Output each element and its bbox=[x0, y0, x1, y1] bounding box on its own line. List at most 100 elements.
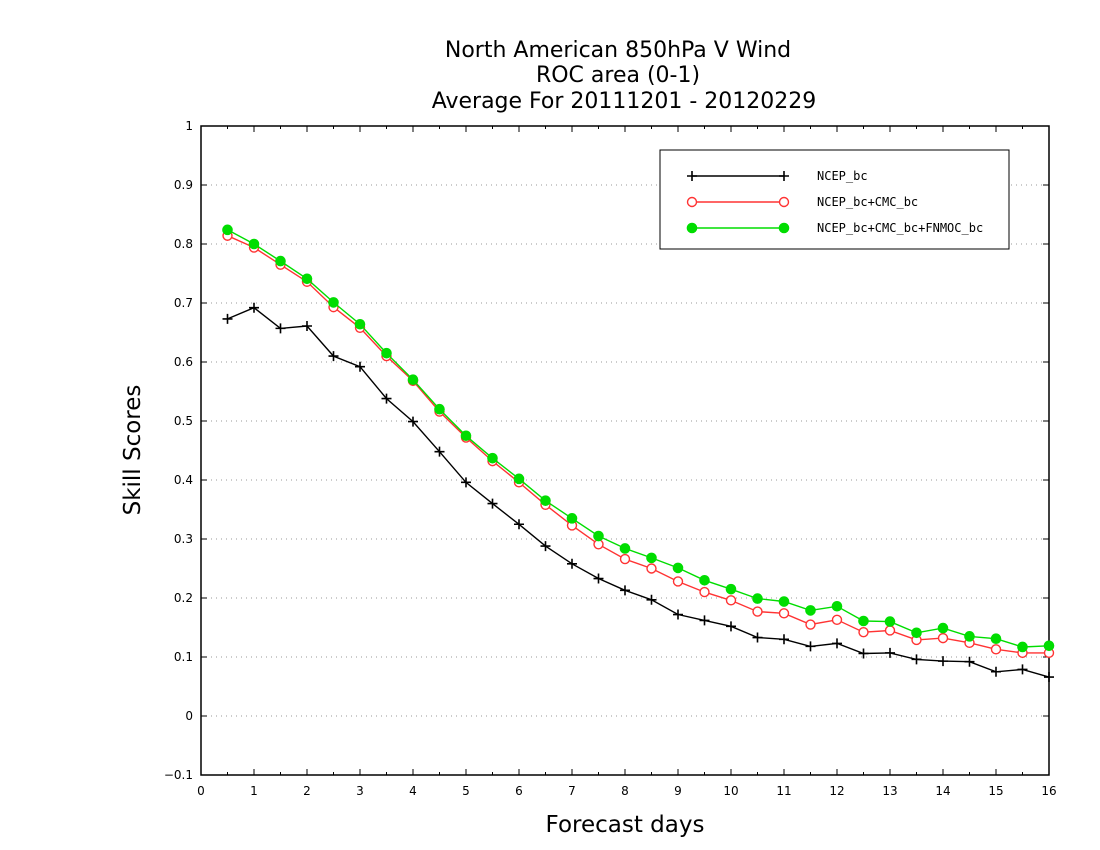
series-1-point bbox=[673, 609, 683, 620]
series-2-point bbox=[752, 606, 763, 617]
series-1-point bbox=[514, 519, 524, 530]
series-3-point bbox=[434, 403, 445, 415]
y-axis-tick-labels: −0.1 0 0.1 0.2 0.3 0.4 0.5 0.6 0.7 0.8 0.9 1 bbox=[164, 119, 193, 782]
series-1-point bbox=[1017, 664, 1028, 675]
legend-box bbox=[659, 149, 1010, 250]
series-2-line bbox=[227, 235, 1049, 654]
legend-marker-3 bbox=[686, 222, 698, 234]
x-tick-label: 6 bbox=[515, 784, 523, 798]
series-1-point bbox=[408, 416, 418, 427]
series-lines bbox=[222, 224, 1055, 683]
chart-title-line-2: ROC area (0-1) bbox=[536, 63, 700, 88]
series-1-point bbox=[779, 634, 789, 645]
y-tick-label: 1 bbox=[185, 119, 193, 133]
legend-marker-2 bbox=[686, 196, 698, 208]
series-2-point bbox=[858, 627, 869, 638]
x-tick-label: 2 bbox=[303, 784, 311, 798]
series-1-point bbox=[275, 323, 286, 334]
series-3-point bbox=[1017, 641, 1028, 653]
x-tick-label: 4 bbox=[409, 784, 417, 798]
x-tick-label: 3 bbox=[356, 784, 364, 798]
legend-marker-3 bbox=[778, 222, 790, 234]
series-3-point bbox=[487, 452, 498, 464]
y-axis-label: Skill Scores bbox=[120, 385, 146, 516]
x-tick-label: 5 bbox=[462, 784, 470, 798]
series-3-point bbox=[566, 513, 578, 524]
series-3-point bbox=[1043, 640, 1055, 652]
series-1-point bbox=[328, 351, 339, 362]
chart-title-line-1: North American 850hPa V Wind bbox=[445, 38, 791, 63]
series-1-point bbox=[381, 393, 392, 404]
legend: NCEP_bc NCEP_bc+CMC_bc NCEP_bc+CMC_bc+FNMO… bbox=[659, 149, 1010, 250]
x-tick-label: 0 bbox=[197, 784, 205, 798]
series-2 bbox=[222, 230, 1055, 659]
series-1-point bbox=[646, 594, 657, 605]
gridlines bbox=[201, 184, 1049, 717]
series-3-point bbox=[248, 238, 260, 250]
series-1-point bbox=[938, 656, 948, 667]
series-3-point bbox=[672, 562, 684, 574]
y-tick-label: 0.8 bbox=[174, 237, 193, 251]
x-tick-label: 15 bbox=[988, 784, 1003, 798]
series-3-point bbox=[354, 318, 366, 330]
series-3-point bbox=[990, 633, 1002, 645]
series-1-point bbox=[832, 638, 842, 649]
series-2-point bbox=[990, 644, 1002, 655]
y-tick-label: 0.4 bbox=[174, 473, 193, 487]
series-3-point bbox=[752, 593, 763, 604]
legend-label-3: NCEP_bc+CMC_bc+FNMOC_bc bbox=[817, 221, 983, 235]
series-3-point bbox=[301, 273, 313, 285]
series-3-point bbox=[407, 374, 419, 386]
series-1 bbox=[222, 302, 1054, 683]
series-2-point bbox=[646, 563, 657, 574]
x-tick-label: 1 bbox=[250, 784, 258, 798]
x-tick-label: 9 bbox=[674, 784, 682, 798]
series-3-point bbox=[381, 347, 392, 359]
series-1-point bbox=[964, 656, 975, 667]
series-1-point bbox=[355, 361, 365, 372]
y-tick-label: 0.3 bbox=[174, 532, 193, 546]
series-1-point bbox=[249, 302, 259, 313]
legend-marker-2 bbox=[778, 196, 790, 208]
series-1-point bbox=[858, 648, 869, 659]
chart-title: North American 850hPa V Wind ROC area (0… bbox=[432, 38, 817, 114]
series-1-line bbox=[227, 306, 1050, 678]
legend-marker-1 bbox=[779, 171, 789, 181]
series-1-point bbox=[726, 621, 736, 632]
y-tick-label: 0.2 bbox=[174, 591, 193, 605]
series-3-point bbox=[964, 631, 975, 642]
series-1-point bbox=[567, 558, 577, 569]
legend-marker-1 bbox=[687, 171, 697, 181]
series-2-point bbox=[884, 625, 896, 636]
series-1-point bbox=[805, 641, 816, 652]
series-3-point bbox=[911, 627, 922, 639]
y-tick-label: 0.7 bbox=[174, 296, 193, 310]
x-tick-label: 16 bbox=[1041, 784, 1056, 798]
x-tick-label: 7 bbox=[568, 784, 576, 798]
series-3-point bbox=[646, 552, 657, 564]
series-3-point bbox=[513, 473, 525, 485]
series-1-point bbox=[885, 647, 895, 658]
series-3-point bbox=[619, 543, 631, 554]
series-2-point bbox=[619, 553, 631, 565]
x-axis-tick-labels: 0 1 2 3 4 5 6 7 8 9 10 11 12 13 14 15 16 bbox=[197, 784, 1056, 798]
series-1-point bbox=[222, 313, 233, 324]
series-3-point bbox=[778, 596, 790, 607]
series-2-point bbox=[778, 608, 790, 619]
series-2-point bbox=[699, 586, 710, 598]
series-1-point bbox=[434, 446, 445, 457]
series-3-point bbox=[222, 224, 233, 236]
y-tick-label: 0.9 bbox=[174, 178, 193, 192]
series-3-point bbox=[593, 530, 604, 542]
series-3-point bbox=[884, 616, 896, 627]
series-1-point bbox=[752, 632, 763, 643]
series-1-point bbox=[699, 615, 710, 626]
series-2-point bbox=[937, 632, 949, 644]
series-3-line bbox=[227, 229, 1050, 648]
series-3-point bbox=[831, 600, 843, 612]
series-2-point bbox=[672, 576, 684, 587]
y-tick-label: 0.6 bbox=[174, 355, 193, 369]
series-1-point bbox=[991, 666, 1001, 677]
series-3-point bbox=[540, 495, 551, 506]
series-3-point bbox=[858, 615, 869, 627]
